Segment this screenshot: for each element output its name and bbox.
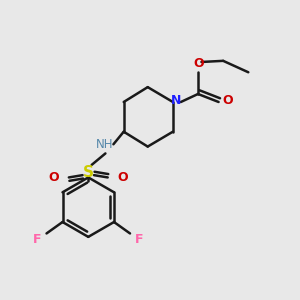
Text: O: O: [222, 94, 233, 107]
Text: O: O: [49, 171, 59, 184]
Text: F: F: [135, 233, 143, 246]
Text: O: O: [117, 171, 128, 184]
Text: F: F: [33, 233, 42, 246]
Text: O: O: [194, 57, 205, 70]
Text: S: S: [83, 165, 94, 180]
Text: NH: NH: [95, 138, 113, 151]
Text: N: N: [171, 94, 181, 107]
